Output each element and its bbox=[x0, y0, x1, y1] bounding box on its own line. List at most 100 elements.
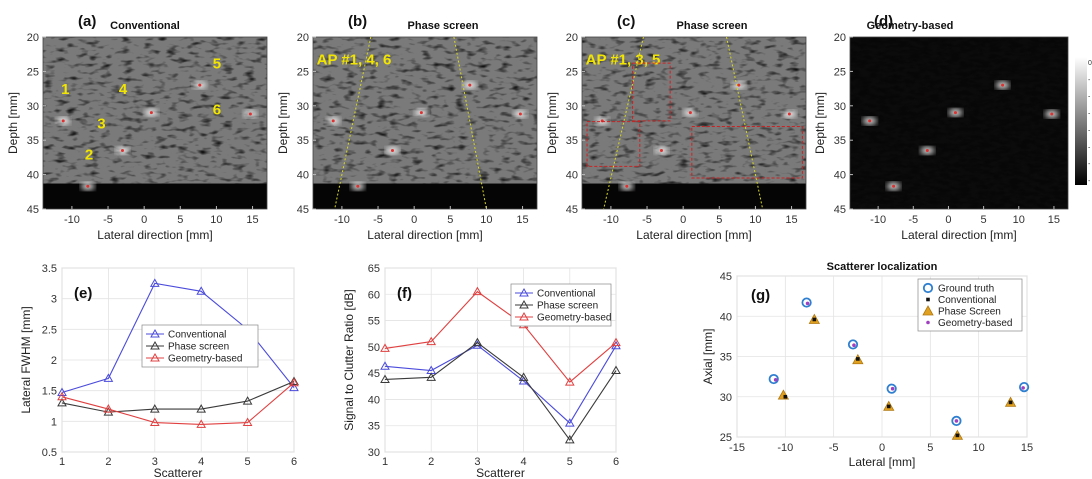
legend-marker bbox=[519, 311, 529, 321]
panel-title: Geometry-based bbox=[867, 20, 954, 32]
panel-b: 20 25 30 35 40 45 -10 -5 0 5 10 15 Lateral direction… bbox=[276, 13, 538, 242]
data-point bbox=[289, 377, 299, 387]
data-point bbox=[149, 417, 160, 427]
data-point bbox=[426, 372, 437, 381]
data-point bbox=[149, 278, 160, 287]
colorbar-tick-label: - bbox=[1088, 144, 1091, 151]
y-tick-label: 25 bbox=[566, 66, 578, 78]
ground-truth-marker bbox=[787, 112, 791, 116]
x-tick-label: -5 bbox=[373, 214, 383, 226]
y-tick-label: 30 bbox=[720, 392, 732, 404]
y-tick-label: 45 bbox=[368, 368, 380, 380]
ground-truth-marker bbox=[953, 111, 957, 115]
x-tick-label: 2 bbox=[105, 456, 111, 468]
legend-marker bbox=[926, 320, 930, 325]
y-tick-label: 30 bbox=[297, 101, 309, 113]
y-tick-label: 2.5 bbox=[42, 324, 57, 336]
y-tick-label: 35 bbox=[834, 135, 846, 147]
x-axis-label: Scatterer bbox=[476, 466, 525, 479]
y-axis-label: Depth [mm] bbox=[276, 92, 290, 154]
data-point bbox=[886, 404, 891, 409]
panel-label: (d) bbox=[874, 13, 893, 30]
data-point bbox=[196, 419, 207, 428]
ground-truth-marker bbox=[925, 149, 929, 153]
x-axis-label: Scatterer bbox=[154, 466, 203, 479]
y-tick-label: 55 bbox=[368, 316, 380, 328]
ground-truth-marker bbox=[737, 83, 741, 87]
y-tick-label: 45 bbox=[834, 204, 846, 216]
panel-g: 25 30 35 40 45 -15 -10 -5 0 5 10 15 Lateral [mm] Axia… bbox=[701, 261, 1033, 469]
ground-truth-marker bbox=[331, 119, 335, 123]
data-point bbox=[773, 378, 778, 382]
x-tick-label: 5 bbox=[981, 214, 987, 226]
data-point bbox=[768, 373, 779, 385]
y-tick-label: 45 bbox=[297, 204, 309, 216]
y-tick-label: 45 bbox=[566, 204, 578, 216]
x-tick-label: 15 bbox=[785, 214, 797, 226]
y-tick-label: 20 bbox=[566, 32, 578, 44]
legend-label: Geometry-based bbox=[537, 313, 611, 324]
legend-label: Conventional bbox=[537, 289, 595, 300]
data-point bbox=[852, 343, 856, 348]
yellow-annotation: AP #1, 3, 5 bbox=[586, 52, 661, 69]
yellow-annotation: 3 bbox=[97, 116, 105, 133]
y-tick-label: 40 bbox=[27, 170, 39, 182]
x-tick-label: 10 bbox=[1013, 214, 1025, 226]
panel-title: Conventional bbox=[110, 20, 180, 32]
y-tick-label: 35 bbox=[720, 352, 732, 364]
data-point bbox=[890, 386, 895, 391]
x-tick-label: 0 bbox=[411, 214, 417, 226]
x-tick-label: 1 bbox=[382, 456, 388, 468]
ground-truth-marker bbox=[659, 149, 663, 153]
data-point bbox=[801, 297, 812, 308]
shadow-region bbox=[313, 183, 537, 209]
aperture-line bbox=[603, 36, 644, 210]
panel-label: (a) bbox=[78, 13, 96, 30]
y-axis-label: Lateral FWHM [mm] bbox=[19, 306, 33, 413]
x-tick-label: 10 bbox=[749, 214, 761, 226]
data-point bbox=[242, 396, 253, 405]
series-line bbox=[61, 380, 295, 413]
x-axis-label: Lateral direction [mm] bbox=[97, 228, 212, 242]
ground-truth-marker bbox=[86, 184, 90, 188]
data-point bbox=[242, 417, 253, 427]
x-tick-label: -15 bbox=[729, 442, 745, 454]
x-tick-label: -5 bbox=[908, 214, 918, 226]
ground-truth-marker bbox=[356, 184, 360, 188]
y-tick-label: 40 bbox=[368, 394, 380, 406]
legend-label: Conventional bbox=[938, 295, 996, 306]
y-tick-label: 1 bbox=[51, 416, 57, 428]
yellow-annotation: 6 bbox=[213, 102, 221, 119]
y-tick-label: 60 bbox=[368, 289, 380, 301]
x-tick-label: -5 bbox=[103, 214, 113, 226]
ground-truth-marker bbox=[1050, 112, 1054, 116]
axes-frame bbox=[581, 36, 807, 210]
y-tick-label: 40 bbox=[297, 170, 309, 182]
x-tick-label: 15 bbox=[1048, 214, 1060, 226]
y-axis-label: Signal to Clutter Ratio [dB] bbox=[342, 289, 356, 430]
colorbar-tick-label: - bbox=[1088, 111, 1091, 118]
aperture-line bbox=[334, 36, 372, 210]
ground-truth-marker bbox=[120, 149, 124, 153]
x-tick-label: -10 bbox=[64, 214, 80, 226]
x-tick-label: 0 bbox=[141, 214, 147, 226]
y-tick-label: 20 bbox=[297, 32, 309, 44]
x-tick-label: 10 bbox=[973, 442, 985, 454]
legend-label: Geometry-based bbox=[938, 318, 1012, 329]
yellow-annotation: 2 bbox=[85, 146, 93, 163]
x-tick-label: 15 bbox=[516, 214, 528, 226]
ground-truth-marker bbox=[419, 111, 423, 115]
x-axis-label: Lateral direction [mm] bbox=[636, 228, 751, 242]
legend-marker bbox=[926, 297, 930, 302]
panel-label: (g) bbox=[751, 287, 770, 304]
y-tick-label: 30 bbox=[368, 447, 380, 459]
panel-c: 20 25 30 35 40 45 -10 -5 0 5 10 15 Lateral direction… bbox=[545, 13, 807, 242]
legend-marker bbox=[150, 328, 160, 338]
y-tick-label: 35 bbox=[368, 421, 380, 433]
y-tick-label: 35 bbox=[27, 135, 39, 147]
data-point bbox=[472, 337, 483, 347]
data-point bbox=[57, 387, 67, 397]
data-point bbox=[1021, 386, 1025, 390]
